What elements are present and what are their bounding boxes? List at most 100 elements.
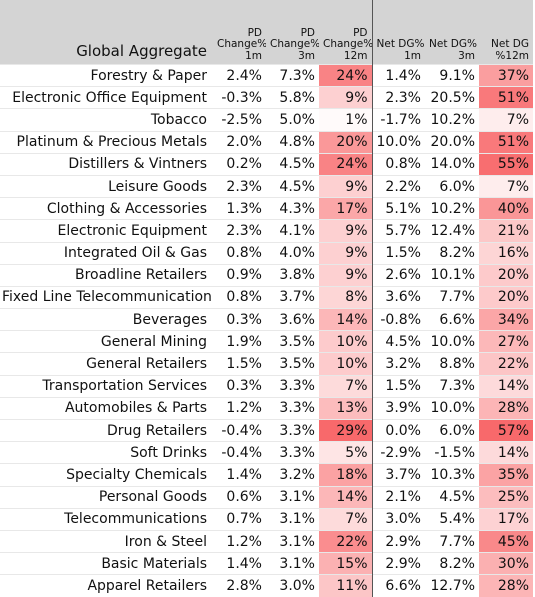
column-header-line: 3m (298, 49, 315, 62)
column-header-line: Net DG (491, 38, 529, 50)
cell-pd1m: 0.9% (213, 263, 266, 287)
column-header-dg1m: Net DG% 1m (371, 0, 425, 65)
row-label: Telecommunications (0, 507, 213, 531)
row-label: Apparel Retailers (0, 574, 213, 597)
column-header-line: Global Aggregate (76, 42, 207, 60)
row-label: Clothing & Accessories (0, 197, 213, 220)
cell-pd1m: 0.2% (213, 152, 266, 176)
cell-dg12m: 45% (479, 529, 533, 553)
cell-pd1m: 1.2% (213, 396, 266, 420)
cell-pd12m: 14% (319, 308, 372, 331)
cell-dg1m: 3.7% (371, 463, 425, 487)
cell-dg3m: 7.3% (425, 374, 479, 398)
cell-pd12m: 10% (319, 352, 372, 376)
cell-dg12m: 27% (479, 330, 533, 353)
cell-pd12m: 9% (319, 174, 372, 198)
table-row: Drug Retailers -0.4% 3.3% 29% 0.0% 6.0% 57% (0, 418, 533, 442)
cell-pd3m: 3.1% (266, 552, 319, 575)
cell-dg1m: 5.1% (371, 197, 425, 220)
cell-dg1m: -0.8% (371, 308, 425, 331)
cell-pd1m: 2.3% (213, 219, 266, 242)
cell-dg12m: 30% (479, 552, 533, 575)
cell-dg3m: 10.0% (425, 330, 479, 353)
cell-pd12m: 24% (319, 63, 372, 87)
cell-pd3m: 3.7% (266, 285, 319, 309)
table-row: Automobiles & Parts 1.2% 3.3% 13% 3.9% 10.0% 2… (0, 396, 533, 420)
cell-dg12m: 28% (479, 396, 533, 420)
cell-pd1m: 0.8% (213, 241, 266, 265)
cell-dg1m: 1.5% (371, 241, 425, 265)
row-label: General Mining (0, 330, 213, 353)
cell-dg1m: 2.2% (371, 174, 425, 198)
table-row: Electronic Office Equipment -0.3% 5.8% 9% 2.… (0, 86, 533, 109)
cell-dg3m: 8.2% (425, 241, 479, 265)
cell-pd12m: 7% (319, 507, 372, 531)
cell-pd1m: 0.3% (213, 374, 266, 398)
table-row: Tobacco -2.5% 5.0% 1% -1.7% 10.2% 7% (0, 108, 533, 132)
table-body: Forestry & Paper 2.4% 7.3% 24% 1.4% 9.1% 37% El… (0, 63, 533, 597)
cell-dg12m: 57% (479, 418, 533, 442)
cell-dg1m: -2.9% (371, 441, 425, 464)
cell-dg3m: 8.8% (425, 352, 479, 376)
cell-dg3m: 12.7% (425, 574, 479, 597)
row-label: Fixed Line Telecommunication (0, 285, 213, 309)
cell-dg12m: 7% (479, 108, 533, 132)
cell-pd12m: 8% (319, 285, 372, 309)
row-label: Transportation Services (0, 374, 213, 398)
cell-pd3m: 3.1% (266, 485, 319, 509)
table-row: Integrated Oil & Gas 0.8% 4.0% 9% 1.5% 8.2% 16… (0, 241, 533, 265)
table-row: Forestry & Paper 2.4% 7.3% 24% 1.4% 9.1% 37% (0, 63, 533, 87)
cell-pd3m: 3.1% (266, 529, 319, 553)
cell-pd12m: 10% (319, 330, 372, 353)
cell-dg3m: 10.0% (425, 396, 479, 420)
cell-pd12m: 9% (319, 241, 372, 265)
cell-pd1m: 1.3% (213, 197, 266, 220)
cell-dg12m: 28% (479, 574, 533, 597)
cell-dg12m: 21% (479, 219, 533, 242)
table-row: Platinum & Precious Metals 2.0% 4.8% 20% 10.… (0, 130, 533, 154)
cell-pd3m: 4.3% (266, 197, 319, 220)
cell-pd1m: 0.6% (213, 485, 266, 509)
row-label: Electronic Equipment (0, 219, 213, 242)
cell-dg1m: 6.6% (371, 574, 425, 597)
table-row: Personal Goods 0.6% 3.1% 14% 2.1% 4.5% 25% (0, 485, 533, 509)
row-label: Automobiles & Parts (0, 396, 213, 420)
table-row: Apparel Retailers 2.8% 3.0% 11% 6.6% 12.7% 28% (0, 574, 533, 597)
table-row: Distillers & Vintners 0.2% 4.5% 24% 0.8% 14.0… (0, 152, 533, 176)
table-row: Beverages 0.3% 3.6% 14% -0.8% 6.6% 34% (0, 308, 533, 331)
cell-pd12m: 18% (319, 463, 372, 487)
cell-dg3m: 10.2% (425, 197, 479, 220)
cell-pd1m: 0.7% (213, 507, 266, 531)
cell-dg1m: 5.7% (371, 219, 425, 242)
cell-dg3m: -1.5% (425, 441, 479, 464)
table-row: General Mining 1.9% 3.5% 10% 4.5% 10.0% 27% (0, 330, 533, 353)
cell-dg3m: 10.2% (425, 108, 479, 132)
cell-dg3m: 7.7% (425, 529, 479, 553)
table-row: Basic Materials 1.4% 3.1% 15% 2.9% 8.2% 30% (0, 552, 533, 575)
cell-pd3m: 4.0% (266, 241, 319, 265)
cell-pd1m: 1.9% (213, 330, 266, 353)
cell-pd1m: 0.3% (213, 308, 266, 331)
cell-pd12m: 11% (319, 574, 372, 597)
cell-pd3m: 3.3% (266, 418, 319, 442)
column-header-line: Change% (270, 38, 319, 50)
cell-pd3m: 3.6% (266, 308, 319, 331)
cell-dg3m: 14.0% (425, 152, 479, 176)
cell-pd12m: 7% (319, 374, 372, 398)
table-row: Transportation Services 0.3% 3.3% 7% 1.5% 7.3… (0, 374, 533, 398)
row-label: Beverages (0, 308, 213, 331)
cell-pd1m: 2.4% (213, 63, 266, 87)
row-label: Broadline Retailers (0, 263, 213, 287)
cell-dg1m: -1.7% (371, 108, 425, 132)
table-row: Soft Drinks -0.4% 3.3% 5% -2.9% -1.5% 14% (0, 441, 533, 464)
cell-pd3m: 3.5% (266, 330, 319, 353)
cell-dg12m: 37% (479, 63, 533, 87)
cell-pd12m: 1% (319, 108, 372, 132)
cell-pd3m: 4.1% (266, 219, 319, 242)
table-row: Fixed Line Telecommunication 0.8% 3.7% 8% 3.… (0, 285, 533, 309)
cell-dg1m: 0.8% (371, 152, 425, 176)
cell-dg3m: 20.0% (425, 130, 479, 154)
cell-dg12m: 34% (479, 308, 533, 331)
cell-pd12m: 29% (319, 418, 372, 442)
